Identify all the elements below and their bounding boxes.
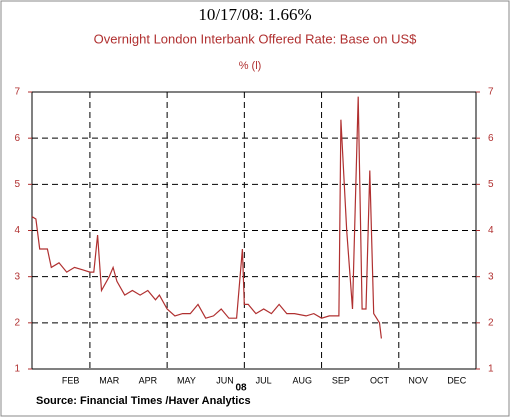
x-tick-label: FEB [62,375,80,385]
chart-title: 10/17/08: 1.66% [198,5,311,24]
chart-subtitle: Overnight London Interbank Offered Rate:… [94,31,418,46]
line [31,96,382,339]
y2-tick-label: 1 [488,364,494,375]
y2-tick-label: 5 [488,179,494,190]
x-tick-label: MAY [177,375,196,385]
year-label: 08 [235,383,247,394]
y2-tick-label: 2 [488,317,494,328]
x-tick-label: JUN [216,375,234,385]
source: Source: Financial Times /Haver Analytics [36,395,251,407]
y2-tick-label: 6 [488,133,494,144]
x-tick-label: NOV [408,375,428,385]
x-tick-label: AUG [293,375,313,385]
y-tick-label: 2 [14,317,20,328]
y2-tick-label: 7 [488,87,494,98]
x-tick-label: APR [139,375,158,385]
y-tick-label: 1 [14,364,20,375]
y-tick-label: 5 [14,179,20,190]
x-tick-label: OCT [370,375,390,385]
x-tick-label: JUL [256,375,272,385]
y-tick-label: 7 [14,87,20,98]
y2-tick-label: 4 [488,225,494,236]
x-tick-label: MAR [99,375,120,385]
x-tick-label: DEC [447,375,467,385]
y2-tick-label: 3 [488,271,494,282]
y-tick-label: 4 [14,225,20,236]
unit-label: % (l) [239,60,262,72]
y-tick-label: 3 [14,271,20,282]
x-tick-label: SEP [332,375,350,385]
y-tick-label: 6 [14,133,20,144]
